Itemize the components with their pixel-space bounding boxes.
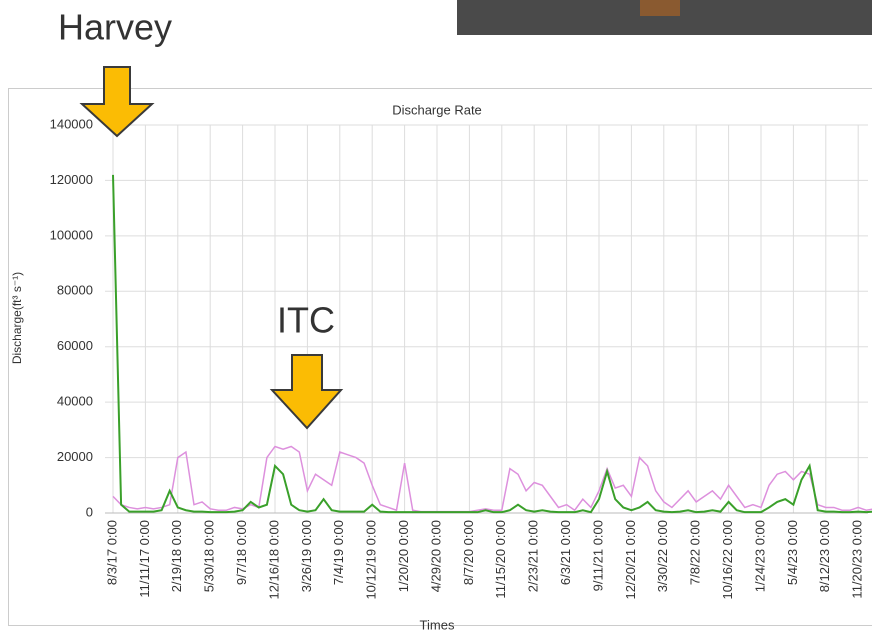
x-tick-label: 8/7/20 0:00 [461,520,476,585]
x-tick-label: 12/20/21 0:00 [623,520,638,600]
y-axis-label: Discharge(ft³ s⁻¹) [10,272,24,364]
y-tick-label: 0 [86,504,93,519]
x-tick-label: 11/20/23 0:00 [850,520,865,599]
annotation: ITC [277,300,335,341]
x-tick-label: 11/15/20 0:00 [493,520,508,599]
x-tick-label: 3/26/19 0:00 [299,520,314,592]
x-tick-label: 9/7/18 0:00 [234,520,249,585]
chart-title: Discharge Rate [392,102,482,117]
x-tick-label: 7/8/22 0:00 [688,520,703,585]
x-tick-label: 12/16/18 0:00 [266,520,281,600]
x-tick-label: 8/12/23 0:00 [817,520,832,592]
line [112,445,872,513]
x-tick-label: 4/29/20 0:00 [428,520,443,592]
annotation: Harvey [58,7,172,48]
x-tick-label: 1/20/20 0:00 [396,520,411,592]
y-tick-label: 120000 [50,172,93,187]
y-tick-label: 20000 [57,449,93,464]
chart-frame [8,88,872,626]
x-tick-label: 3/30/22 0:00 [655,520,670,592]
photo-detail [640,0,680,16]
line [112,174,872,514]
arrow [269,354,344,430]
x-tick-label: 10/16/22 0:00 [720,520,735,600]
x-tick-label: 2/23/21 0:00 [526,520,541,592]
y-tick-label: 100000 [50,227,93,242]
x-tick-label: 5/4/23 0:00 [785,520,800,585]
x-tick-label: 8/3/17 0:00 [104,520,119,585]
plot: 0 20000 40000 60000 80000 100000 120000 140000 8… [50,116,872,600]
y-tick-label: 140000 [50,116,93,131]
x-tick-label: 9/11/21 0:00 [590,520,605,591]
x-tick-label: 1/24/23 0:00 [752,520,767,592]
x-tick-label: 10/12/19 0:00 [364,520,379,600]
x-tick-label: 11/11/17 0:00 [137,520,152,598]
x-tick-label: 2/19/18 0:00 [169,520,184,592]
arrow [79,66,155,138]
y-tick-label: 40000 [57,394,93,409]
x-tick-label: 6/3/21 0:00 [558,520,573,585]
y-tick-label: 80000 [57,283,93,298]
x-tick-label: 5/30/18 0:00 [202,520,217,592]
x-axis-label: Times [420,617,455,632]
x-tick-label: 7/4/19 0:00 [331,520,346,585]
y-tick-label: 60000 [57,338,93,353]
